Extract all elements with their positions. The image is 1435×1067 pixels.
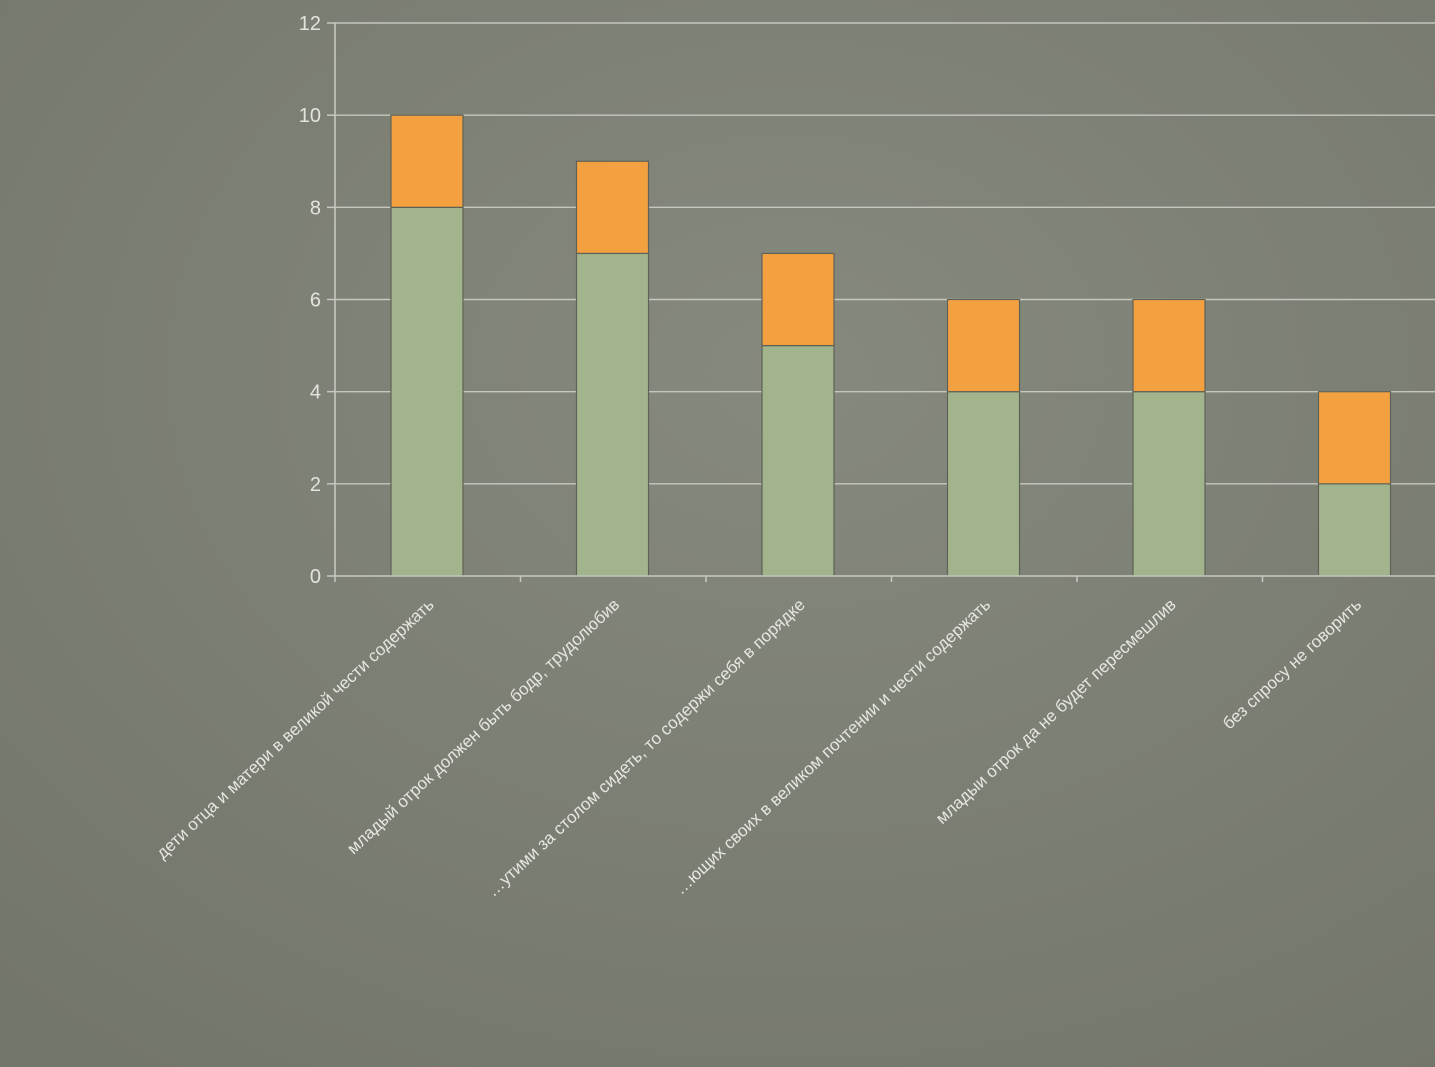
bar-segment-series-1 <box>1317 483 1392 577</box>
bar-segment-series-2 <box>390 114 464 208</box>
y-tick-label: 4 <box>310 382 321 404</box>
y-tick-label: 6 <box>310 290 321 312</box>
bars-layer <box>390 114 1392 577</box>
bar-segment-series-2 <box>575 160 650 255</box>
bar-segment-series-2 <box>946 298 1021 393</box>
grid-layer <box>335 22 1435 485</box>
bar-segment-series-1 <box>390 206 464 577</box>
y-tick-label: 10 <box>299 105 321 127</box>
bar-segment-series-2 <box>1317 391 1392 485</box>
y-tick-label: 2 <box>310 474 321 496</box>
bar-segment-series-2 <box>1132 298 1206 393</box>
y-tick-label: 12 <box>299 13 321 35</box>
y-tick-label: 0 <box>310 566 321 588</box>
bar-segment-series-1 <box>761 344 835 577</box>
y-tick-label: 8 <box>310 197 321 219</box>
bar-segment-series-1 <box>946 391 1021 577</box>
bar-segment-series-2 <box>761 252 835 347</box>
axis-layer: 0 2 4 6 8 10 12 <box>299 13 1435 588</box>
bar-segment-series-1 <box>1132 391 1206 577</box>
bar-segment-series-1 <box>575 252 650 577</box>
